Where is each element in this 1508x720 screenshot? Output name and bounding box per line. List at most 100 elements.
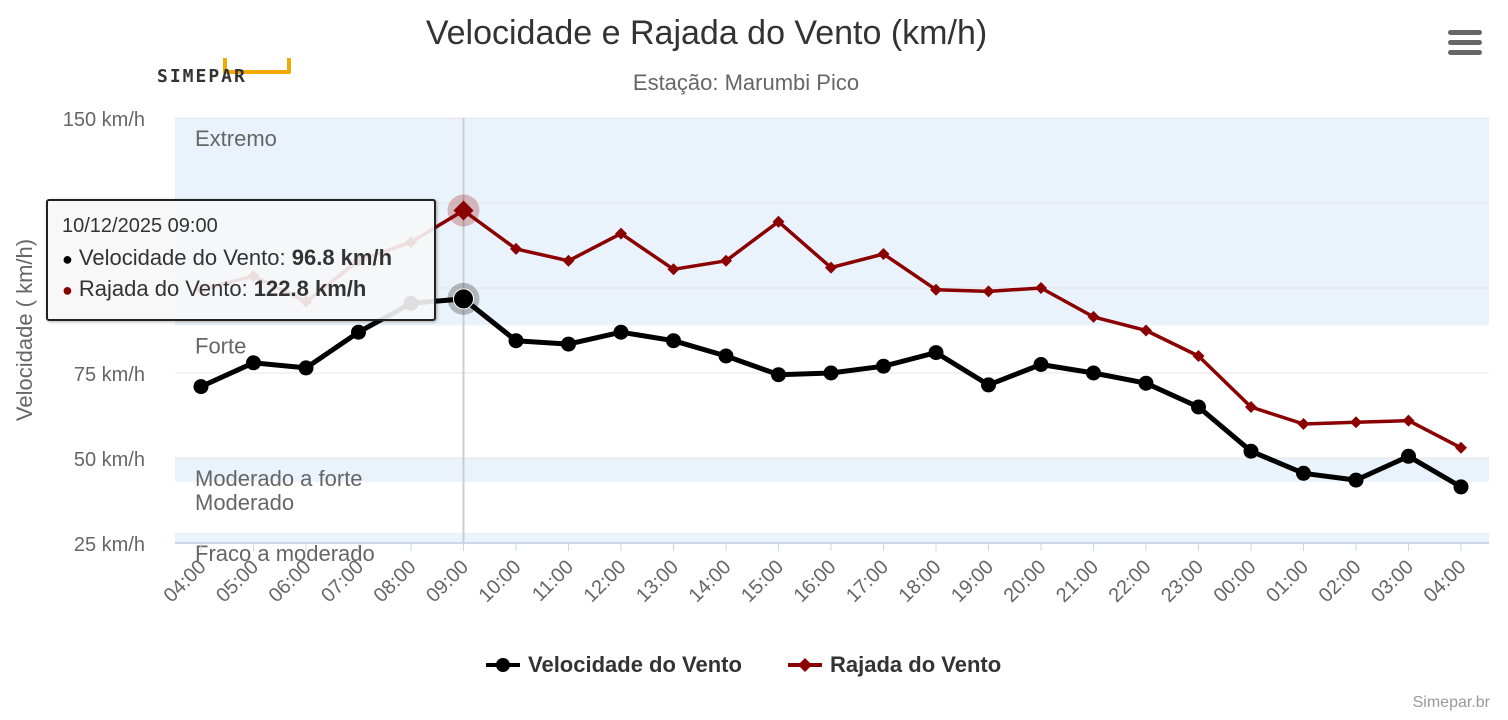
y-tick-label: 150 km/h — [63, 109, 145, 131]
plot-band-label: Extremo — [195, 126, 277, 151]
x-tick-label: 00:00 — [1210, 556, 1261, 607]
speed-point — [193, 379, 209, 395]
gust-point — [982, 285, 995, 298]
gust-point — [772, 215, 785, 228]
gust-point — [1245, 401, 1257, 413]
speed-point — [351, 324, 366, 340]
gust-point — [877, 248, 890, 260]
chart-title: Velocidade e Rajada do Vento (km/h) — [425, 14, 988, 52]
gust-point — [825, 261, 837, 274]
speed-point — [1086, 365, 1101, 381]
tooltip: 10/12/2025 09:00 ● Velocidade do Vento: 9… — [46, 199, 436, 321]
gust-point — [1140, 324, 1152, 337]
x-tick-label: 15:00 — [737, 556, 788, 607]
x-tick-label: 01:00 — [1262, 556, 1313, 607]
logo-text: SIMEPAR — [157, 66, 247, 87]
speed-point — [1348, 472, 1364, 488]
x-tick-label: 08:00 — [370, 556, 421, 607]
speed-point — [508, 333, 524, 349]
tooltip-gust-row: ● Rajada do Vento: 122.8 km/h — [62, 276, 366, 302]
speed-point — [718, 348, 734, 364]
tooltip-gust-value: 122.8 km/h — [253, 276, 367, 301]
plot-bands — [175, 118, 1489, 543]
tooltip-gust-label: Rajada do Vento: — [78, 276, 254, 301]
x-tick-label: 16:00 — [790, 556, 841, 607]
speed-point — [928, 345, 944, 361]
gust-point — [1035, 282, 1047, 294]
speed-point — [561, 336, 576, 352]
y-tick-label: 25 km/h — [74, 534, 145, 556]
grid-lines — [175, 117, 1489, 544]
legend-gust-label: Rajada do Vento — [830, 652, 1002, 677]
speed-point — [613, 324, 629, 340]
x-tick-label: 03:00 — [1367, 556, 1418, 607]
x-tick-label: 18:00 — [895, 556, 946, 607]
legend: Velocidade do Vento Rajada do Vento — [0, 648, 1508, 682]
speed-point — [876, 358, 891, 374]
x-tick-label: 09:00 — [422, 556, 473, 607]
gust-point — [930, 283, 942, 296]
tooltip-speed-value: 96.8 km/h — [291, 245, 393, 270]
speed-point — [298, 360, 314, 376]
speed-point — [771, 367, 786, 383]
y-tick-label: 50 km/h — [74, 449, 145, 471]
x-tick-label: 10:00 — [475, 556, 526, 607]
gust-point — [615, 227, 627, 240]
plot-band-4 — [175, 532, 1489, 543]
chart-subtitle: Estação: Marumbi Pico — [632, 70, 860, 95]
speed-dot-icon: ● — [62, 249, 73, 269]
gust-dot-icon: ● — [62, 280, 73, 300]
speed-point — [1296, 465, 1311, 481]
plot-band-label: Moderado — [195, 490, 294, 515]
tooltip-speed-row: ● Velocidade do Vento: 96.8 km/h — [62, 245, 392, 271]
legend-speed-marker-icon — [486, 658, 520, 672]
speed-point — [1453, 479, 1469, 495]
plot-band-label: Fraco a moderado — [195, 541, 375, 566]
speed-point — [246, 355, 261, 371]
simepar-logo: SIMEPAR — [157, 58, 291, 92]
speed-point — [1033, 357, 1049, 372]
tooltip-date: 10/12/2025 09:00 — [62, 215, 218, 237]
x-tick-label: 19:00 — [947, 556, 998, 607]
gust-point — [510, 242, 522, 255]
speed-point — [1191, 399, 1206, 415]
legend-speed-label: Velocidade do Vento — [528, 652, 742, 677]
gust-point — [1192, 350, 1205, 362]
speed-point — [1243, 443, 1259, 459]
tooltip-speed-label: Velocidade do Vento: — [78, 245, 292, 270]
x-tick-label: 12:00 — [580, 556, 631, 607]
logo-mark-icon — [223, 58, 291, 74]
x-tick-label: 14:00 — [685, 556, 736, 607]
speed-point — [823, 365, 839, 381]
plot-band-label: Moderado a forte — [195, 466, 363, 491]
x-tick-label: 22:00 — [1105, 556, 1156, 607]
gust-point — [1402, 414, 1415, 427]
x-tick-label: 20:00 — [1000, 556, 1051, 607]
gust-point — [1455, 441, 1467, 454]
y-tick-label: 75 km/h — [74, 364, 145, 386]
x-tick-label: 04:00 — [1420, 556, 1471, 607]
hamburger-menu-icon[interactable] — [1448, 28, 1484, 58]
x-tick-label: 23:00 — [1157, 556, 1208, 607]
speed-point — [453, 288, 474, 310]
legend-gust-marker-icon — [788, 658, 822, 672]
speed-point — [1401, 448, 1416, 464]
credit-link[interactable]: Simepar.br — [1412, 694, 1490, 711]
speed-point — [666, 333, 681, 349]
x-tick-label: 02:00 — [1315, 556, 1366, 607]
speed-point — [981, 377, 996, 393]
gust-point — [1297, 418, 1310, 430]
legend-item-gust[interactable]: Rajada do Vento — [788, 648, 1001, 682]
legend-item-speed[interactable]: Velocidade do Vento — [486, 648, 742, 682]
gust-point — [562, 254, 575, 267]
x-tick-label: 17:00 — [842, 556, 893, 607]
x-tick-label: 11:00 — [528, 556, 578, 606]
x-tick-label: 21:00 — [1052, 556, 1103, 607]
gust-point — [720, 254, 732, 267]
gust-point — [1087, 310, 1100, 323]
plot-band-label: Forte — [195, 333, 246, 358]
y-axis-title: Velocidade ( km/h) — [12, 239, 37, 421]
gust-point — [453, 200, 474, 221]
